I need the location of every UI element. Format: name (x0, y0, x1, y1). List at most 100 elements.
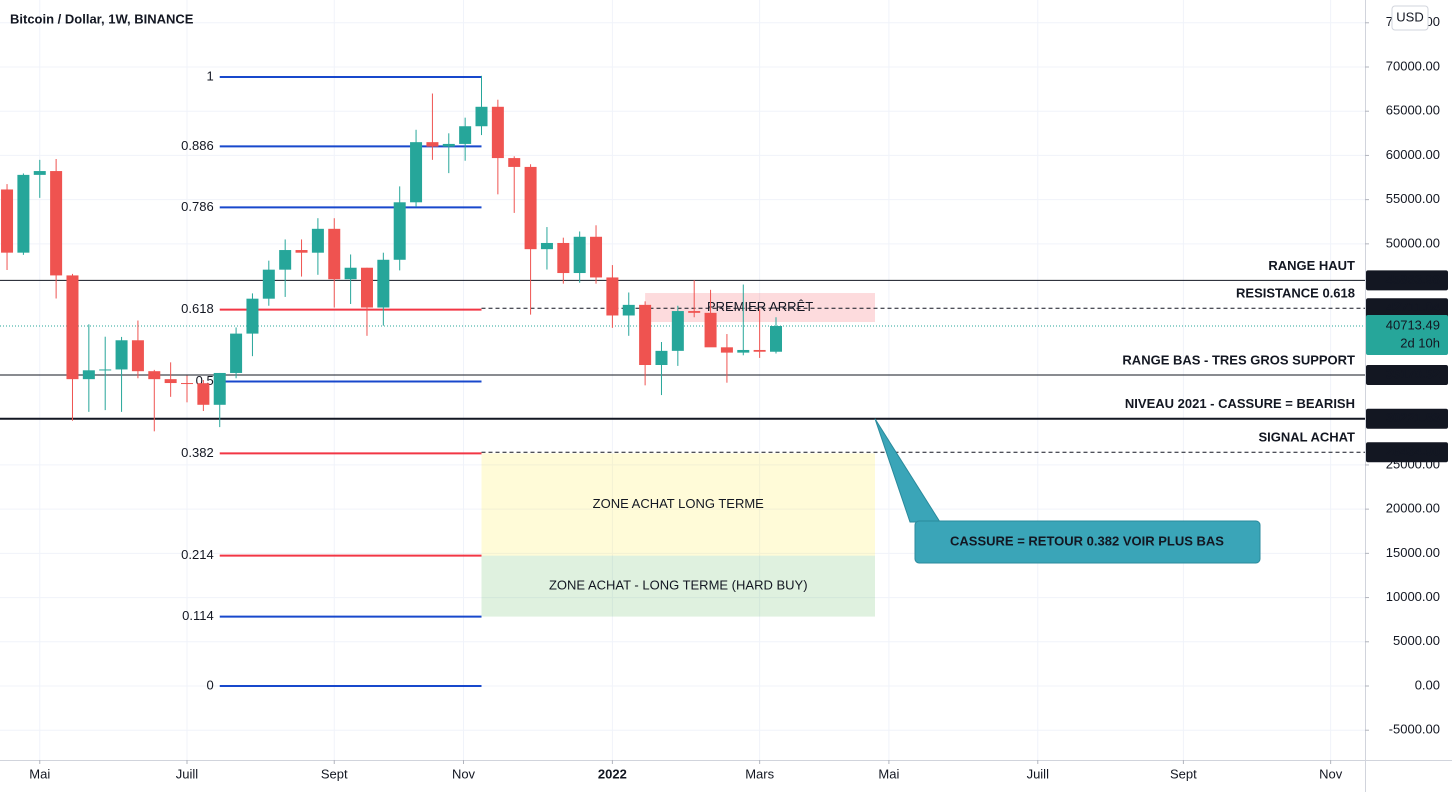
level-text: SIGNAL ACHAT (1258, 430, 1355, 445)
candle-body (344, 267, 357, 280)
y-tick-label: 50000.00 (1386, 235, 1440, 250)
level-text: RANGE BAS - TRES GROS SUPPORT (1122, 352, 1355, 367)
currency-box (1391, 5, 1429, 31)
candle-body (311, 228, 324, 253)
candle-body (246, 298, 259, 334)
candle-body (328, 228, 341, 280)
candle-body (82, 370, 95, 380)
countdown-label: 2d 10h (1400, 335, 1440, 350)
candle-body (33, 171, 46, 175)
candle-body (655, 350, 668, 366)
fib-label: 0.786 (181, 199, 214, 214)
level-text: RANGE HAUT (1268, 258, 1355, 273)
candle-body (148, 371, 161, 380)
candle-body (66, 275, 79, 380)
candle-body (639, 304, 652, 366)
candle-body (491, 106, 504, 159)
candle-body (213, 372, 226, 405)
candle-body (50, 171, 63, 276)
x-tick-label: Sept (1170, 766, 1197, 781)
candle-body (753, 349, 766, 352)
y-tick-label: 70000.00 (1386, 58, 1440, 73)
level-text: NIVEAU 2021 - CASSURE = BEARISH (1125, 396, 1355, 411)
candle-body (770, 325, 783, 352)
x-tick-label: Mai (878, 766, 899, 781)
candle-body (557, 242, 570, 274)
candle-body (590, 236, 603, 278)
candle-body (671, 311, 684, 351)
fib-label: 0.382 (181, 445, 214, 460)
x-tick-label: Nov (1319, 766, 1343, 781)
candle-body (622, 304, 635, 316)
callout-text: CASSURE = RETOUR 0.382 VOIR PLUS BAS (950, 533, 1224, 548)
candle-body (197, 383, 210, 405)
candle-body (737, 349, 750, 353)
current-price-tag (1366, 314, 1448, 355)
candle-body (164, 379, 177, 384)
candle-body (459, 126, 472, 144)
y-tick-label: 10000.00 (1386, 589, 1440, 604)
price-tag (1366, 408, 1448, 429)
x-tick-label: Mai (29, 766, 50, 781)
price-tag-label: 45863.98 (1386, 272, 1440, 287)
price-tag-label: 26434.90 (1386, 444, 1440, 459)
candle-body (262, 269, 275, 299)
x-tick-label: Juill (1027, 766, 1050, 781)
candle-body (181, 383, 194, 385)
x-tick-label: Juill (176, 766, 199, 781)
candle-body (475, 106, 488, 127)
x-tick-label: Mars (745, 766, 774, 781)
candle-body (360, 267, 373, 308)
x-tick-label: 2022 (598, 766, 627, 781)
price-tag (1366, 364, 1448, 385)
candle-body (606, 277, 619, 316)
candle-body (295, 250, 308, 253)
y-tick-label: 60000.00 (1386, 147, 1440, 162)
price-tag (1366, 442, 1448, 463)
candle-body (1, 189, 14, 253)
candle-body (720, 347, 733, 353)
y-tick-label: 55000.00 (1386, 191, 1440, 206)
y-tick-label: 15000.00 (1386, 545, 1440, 560)
y-tick-label: -5000.00 (1389, 722, 1440, 737)
callout-box (914, 520, 1261, 564)
candle-body (442, 143, 455, 147)
fib-label: 0.886 (181, 138, 214, 153)
y-tick-label: 0.00 (1415, 677, 1440, 692)
chart-title: Bitcoin / Dollar, 1W, BINANCE (10, 11, 194, 26)
price-tag-label: 35170.52 (1386, 366, 1440, 381)
candle-body (17, 174, 30, 253)
grid (0, 0, 1365, 760)
candle-body (279, 250, 292, 270)
price-tag (1366, 270, 1448, 291)
fib-label: 0 (206, 677, 213, 692)
candle-body (540, 242, 553, 250)
fib-label: 0.114 (182, 608, 214, 623)
x-tick-label: Sept (321, 766, 348, 781)
candle-body (377, 259, 390, 308)
currency-label: USD (1396, 9, 1423, 24)
y-tick-label: 5000.00 (1393, 633, 1440, 648)
zone (481, 555, 875, 617)
fib-label: 1 (206, 68, 213, 83)
candle-body (704, 312, 717, 348)
x-tick-label: Nov (452, 766, 476, 781)
candle-body (508, 158, 521, 167)
candle-body (688, 311, 701, 313)
candle-body (524, 166, 537, 250)
candle-body (393, 202, 406, 260)
fib-label: 0.618 (181, 301, 214, 316)
candle-body (573, 236, 586, 274)
y-tick-label: 20000.00 (1386, 501, 1440, 516)
price-tag-label: 42711.04 (1386, 300, 1440, 315)
zone (481, 453, 875, 556)
candle-body (131, 340, 144, 372)
y-tick-label: 65000.00 (1386, 103, 1440, 118)
level-text: RESISTANCE 0.618 (1236, 286, 1355, 301)
zone-label: PREMIER ARRÊT (707, 299, 813, 314)
zone-label: ZONE ACHAT - LONG TERME (HARD BUY) (549, 578, 808, 593)
candle-body (410, 142, 423, 203)
zone-label: ZONE ACHAT LONG TERME (593, 496, 765, 511)
